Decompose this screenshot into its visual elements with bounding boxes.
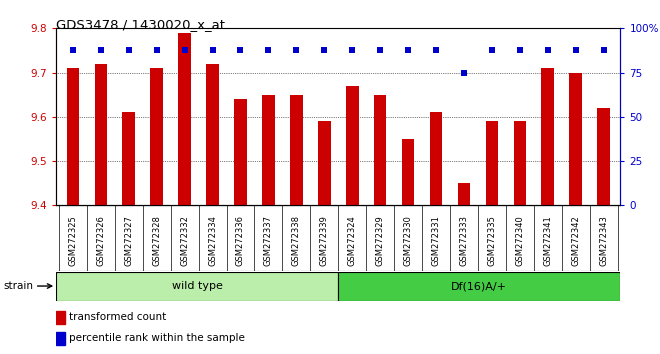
Text: GSM272341: GSM272341 (543, 215, 552, 266)
Bar (207, 64, 219, 205)
Bar (338, 272, 620, 301)
Point (96, 47, 106, 52)
Bar (234, 99, 247, 205)
Text: wild type: wild type (172, 281, 222, 291)
Point (347, 47, 358, 52)
Bar (262, 95, 275, 205)
Text: GSM272340: GSM272340 (515, 215, 524, 266)
Text: percentile rank within the sample: percentile rank within the sample (69, 333, 244, 343)
Bar (541, 68, 554, 205)
Bar (56, 311, 65, 324)
Text: GSM272330: GSM272330 (403, 215, 412, 266)
Bar (290, 95, 303, 205)
Text: GSM272336: GSM272336 (236, 215, 245, 266)
Bar (318, 121, 331, 205)
Text: GDS3478 / 1430020_x_at: GDS3478 / 1430020_x_at (56, 18, 225, 31)
Point (459, 70, 469, 75)
Text: GSM272325: GSM272325 (69, 215, 77, 266)
Text: GSM272339: GSM272339 (320, 215, 329, 266)
Bar (150, 68, 163, 205)
Point (319, 47, 329, 52)
Text: GSM272329: GSM272329 (376, 215, 385, 266)
Text: GSM272338: GSM272338 (292, 215, 301, 266)
Bar (597, 108, 610, 205)
Text: GSM272328: GSM272328 (152, 215, 161, 266)
Text: strain: strain (3, 281, 33, 291)
Bar (486, 121, 498, 205)
Point (291, 47, 302, 52)
Bar (56, 332, 65, 345)
Bar (123, 112, 135, 205)
Text: GSM272343: GSM272343 (599, 215, 608, 266)
Point (375, 47, 385, 52)
Bar (430, 112, 442, 205)
Point (486, 47, 497, 52)
Text: GSM272335: GSM272335 (487, 215, 496, 266)
Point (403, 47, 413, 52)
Bar (94, 64, 107, 205)
Text: GSM272334: GSM272334 (208, 215, 217, 266)
Text: GSM272342: GSM272342 (571, 215, 580, 266)
Point (123, 47, 134, 52)
Point (543, 47, 553, 52)
Text: GSM272324: GSM272324 (348, 215, 356, 266)
Text: transformed count: transformed count (69, 312, 166, 322)
Bar (570, 73, 582, 205)
Text: GSM272332: GSM272332 (180, 215, 189, 266)
Text: GSM272327: GSM272327 (124, 215, 133, 266)
Text: GSM272331: GSM272331 (432, 215, 440, 266)
Point (67, 47, 78, 52)
Point (431, 47, 442, 52)
Point (570, 47, 581, 52)
Bar (56, 272, 338, 301)
Bar (457, 183, 470, 205)
Text: GSM272326: GSM272326 (96, 215, 106, 266)
Point (599, 47, 609, 52)
Bar (513, 121, 526, 205)
Text: Df(16)A/+: Df(16)A/+ (451, 281, 508, 291)
Bar (178, 33, 191, 205)
Bar (402, 139, 414, 205)
Point (151, 47, 162, 52)
Point (207, 47, 218, 52)
Text: GSM272333: GSM272333 (459, 215, 469, 266)
Bar (67, 68, 79, 205)
Point (180, 47, 190, 52)
Point (263, 47, 274, 52)
Text: GSM272337: GSM272337 (264, 215, 273, 266)
Point (515, 47, 525, 52)
Bar (374, 95, 387, 205)
Bar (346, 86, 358, 205)
Point (235, 47, 246, 52)
